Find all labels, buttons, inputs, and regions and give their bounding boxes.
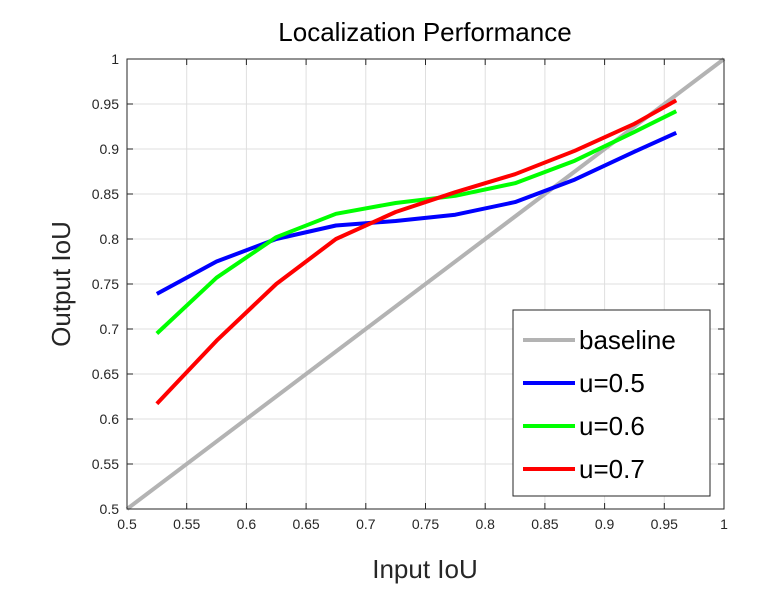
y-tick-label: 0.55 <box>92 456 119 472</box>
y-tick-label: 0.9 <box>100 141 120 157</box>
legend-label: u=0.5 <box>579 368 645 398</box>
x-tick-label: 0.85 <box>531 516 558 532</box>
x-tick-label: 0.65 <box>292 516 319 532</box>
x-axis-title: Input IoU <box>372 554 478 584</box>
y-tick-label: 0.85 <box>92 186 119 202</box>
y-tick-label: 0.8 <box>100 231 120 247</box>
y-tick-label: 0.75 <box>92 276 119 292</box>
series-line-baseline <box>125 57 726 511</box>
x-tick-label: 0.95 <box>651 516 678 532</box>
series-layer <box>125 57 726 511</box>
series-line-u-0-6 <box>155 109 678 335</box>
x-tick-label: 0.5 <box>117 516 137 532</box>
x-tick-label: 0.6 <box>237 516 257 532</box>
y-tick-label: 1 <box>111 51 119 67</box>
y-tick-label: 0.5 <box>100 501 120 517</box>
x-tick-label: 1 <box>720 516 728 532</box>
x-tick-label: 0.8 <box>475 516 495 532</box>
legend-label: baseline <box>579 325 676 355</box>
y-tick-labels: 0.5 0.55 0.6 0.65 0.7 0.75 0.8 0.85 0.9 0.95 1 <box>92 51 119 517</box>
legend: baseline u=0.5 u=0.6 u=0.7 <box>512 309 711 497</box>
y-tick-label: 0.7 <box>100 321 120 337</box>
x-tick-label: 0.9 <box>595 516 615 532</box>
y-tick-label: 0.6 <box>100 411 120 427</box>
x-tick-label: 0.75 <box>412 516 439 532</box>
chart-title: Localization Performance <box>278 17 571 47</box>
y-axis-title: Output IoU <box>46 221 76 347</box>
legend-label: u=0.7 <box>579 454 645 484</box>
series-line-u-0-5 <box>155 130 678 296</box>
y-tick-label: 0.95 <box>92 96 119 112</box>
axis-ticks <box>126 58 725 510</box>
y-tick-label: 0.65 <box>92 366 119 382</box>
x-tick-labels: 0.5 0.55 0.6 0.65 0.7 0.75 0.8 0.85 0.9 0.95 1 <box>117 516 728 532</box>
x-tick-label: 0.7 <box>356 516 376 532</box>
series-line-u-0-7 <box>155 98 678 406</box>
x-tick-label: 0.55 <box>173 516 200 532</box>
legend-label: u=0.6 <box>579 411 645 441</box>
